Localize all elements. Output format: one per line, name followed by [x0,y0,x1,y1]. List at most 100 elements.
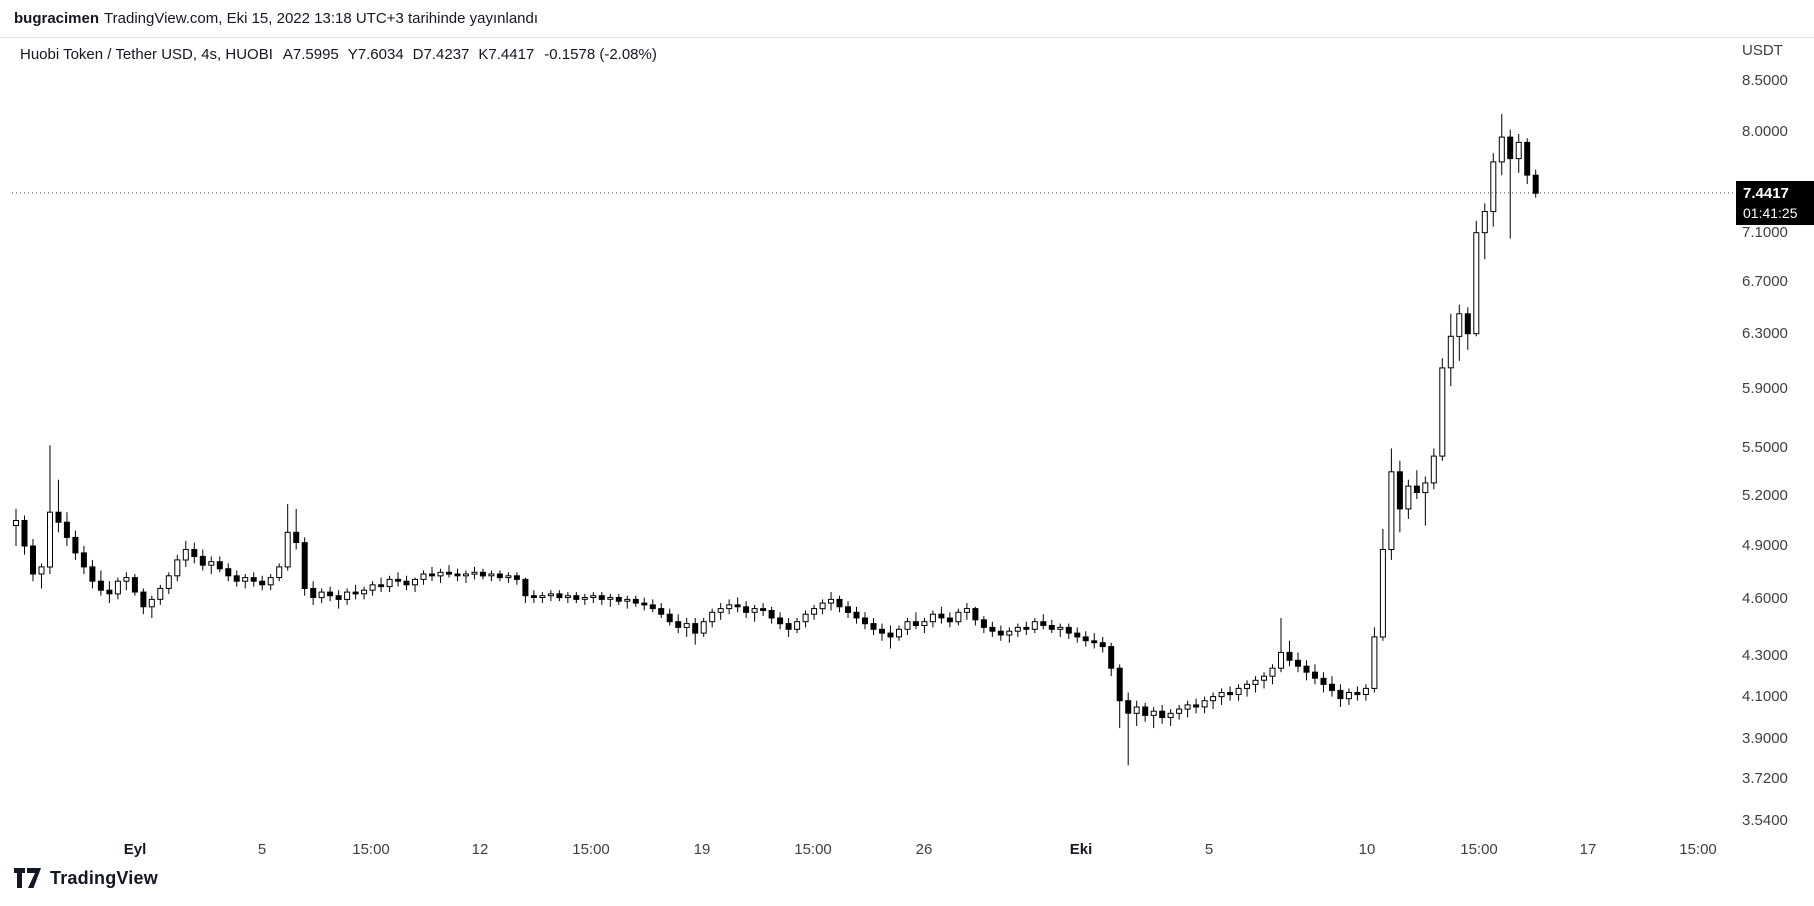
candle-body [403,580,410,586]
candle-body [997,630,1004,636]
time-axis-tick: 15:00 [572,841,610,858]
candle-body [1167,712,1174,718]
candle-body [658,608,665,615]
candle-body [1048,625,1055,630]
candle-body [556,593,563,599]
candle-body [1498,136,1505,163]
attribution-bar: bugracimen TradingView.com, Eki 15, 2022… [0,0,1814,38]
tradingview-logo-icon [14,868,41,888]
candle-body [1464,313,1471,335]
candle-body [853,611,860,619]
candle-body [293,531,300,543]
candle-body [267,577,274,586]
candle-body [794,621,801,630]
candle-body [1235,687,1242,696]
candle-body [13,520,19,526]
legend-symbol-title: Huobi Token / Tether USD, 4s, HUOBI [20,46,273,63]
candle-body [123,577,130,582]
candle-body [1244,683,1250,689]
candle-body [488,573,495,577]
candle-body [505,575,512,579]
author-name: bugracimen [14,10,100,27]
candle-body [1532,174,1539,194]
candle-body [1074,632,1081,638]
candle-body [1295,659,1301,667]
candle-body [811,608,818,615]
candle-body [21,520,28,547]
candle-body [1269,667,1276,677]
candle-body [547,593,554,597]
candle-body [1473,232,1480,335]
candle-body [1354,692,1361,696]
candle-body [1456,313,1463,337]
candle-body [1490,161,1497,212]
candle-body [1422,482,1429,494]
candle-body [97,580,104,591]
time-axis-tick: 15:00 [1460,841,1498,858]
candle-body [208,561,215,566]
last-price-badge: 7.4417 01:41:25 [1736,180,1814,225]
candle-body [590,595,597,599]
candle-body [446,571,452,575]
candle-body [1396,471,1403,510]
candle-body [386,578,393,588]
candle-body [819,602,826,610]
price-axis-tick: 3.7200 [1742,770,1788,787]
tradingview-logo-link[interactable]: TradingView [14,868,158,889]
candle-body [165,575,172,589]
candle-body [471,571,478,575]
candle-body [1388,471,1395,550]
candle-body [845,606,851,613]
candle-body [72,536,79,554]
candle-body [751,608,758,613]
candle-body [887,632,894,638]
candle-body [1337,689,1344,700]
legend-ohlc-item: A7.5995 [282,46,339,63]
candle-body [1439,367,1446,457]
candle-body [768,610,775,619]
candle-body [734,604,741,608]
candle-body [335,595,342,600]
price-axis-tick: 3.5400 [1742,812,1788,829]
candle-body [1082,636,1089,642]
candle-body [912,621,919,627]
candle-body [836,598,843,608]
candle-body [1524,141,1531,176]
candle-body [454,573,461,577]
candle-body [344,591,351,600]
candle-body [199,555,206,566]
time-axis-tick: 5 [1204,841,1214,858]
candle-body [429,573,435,577]
candle-body [1430,455,1437,484]
candle-body [929,613,936,623]
candle-body [38,566,45,575]
candle-body [352,591,359,595]
candle-body [1099,642,1106,648]
symbol-legend: Huobi Token / Tether USD, 4s, HUOBI A7.5… [20,46,657,63]
time-axis-tick: 15:00 [352,841,390,858]
candle-body [530,595,537,599]
candle-body [1278,651,1284,669]
candle-body [1345,692,1352,700]
candle-body [955,611,962,623]
candle-body [242,577,249,582]
candle-body [216,561,223,570]
candle-body [1031,621,1038,630]
candle-body [1150,710,1157,716]
candle-body [539,595,546,599]
candle-body [361,589,368,595]
legend-ohlc-item: D7.4237 [412,46,470,63]
candle-body [692,623,699,634]
candle-body [30,545,36,575]
time-axis-tick: 19 [693,841,711,858]
candle-body [709,611,716,623]
time-axis-tick: Eyl [123,841,147,858]
candle-body [802,613,809,623]
time-axis-tick: 26 [915,841,933,858]
candle-body [89,566,96,582]
candle-body [862,617,868,625]
candle-body [420,573,427,580]
time-axis-tick: 10 [1358,841,1376,858]
candle-body [607,597,614,600]
